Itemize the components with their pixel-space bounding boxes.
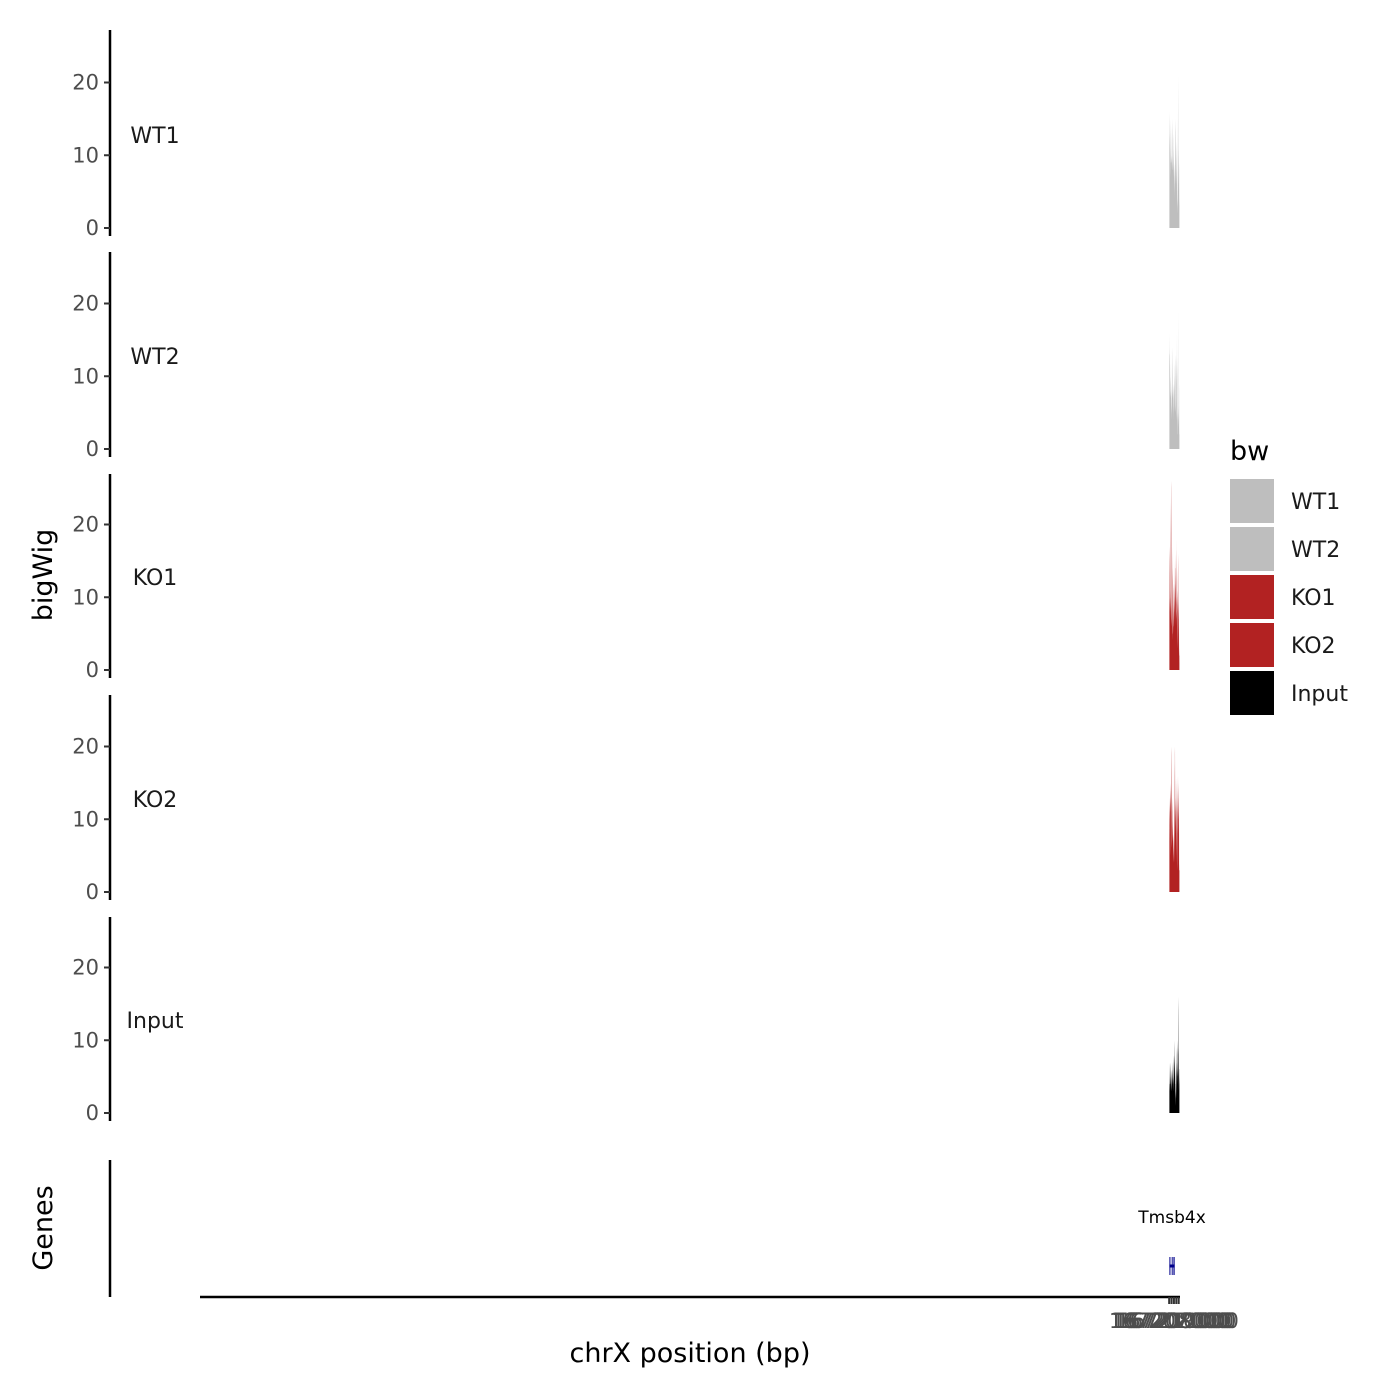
gene-exon bbox=[1169, 1257, 1171, 1275]
y-axis-title: bigWig bbox=[28, 529, 59, 622]
y-tick-label: 20 bbox=[72, 71, 99, 95]
y-tick-label: 20 bbox=[72, 956, 99, 980]
x-tick-label: 167207000 bbox=[1109, 1309, 1229, 1333]
y-tick-label: 10 bbox=[72, 807, 99, 831]
x-tick-label: 167208000 bbox=[1111, 1309, 1231, 1333]
y-tick-label: 20 bbox=[72, 513, 99, 537]
track-label: WT1 bbox=[130, 124, 179, 149]
coverage-area-ko2 bbox=[1169, 746, 1180, 892]
legend-label: WT1 bbox=[1291, 490, 1340, 515]
legend-label: WT2 bbox=[1291, 538, 1340, 563]
track-wt2: 0 10 20 WT2 bbox=[72, 252, 1180, 461]
genes-panel: Tmsb4x bbox=[108, 1160, 1206, 1297]
track-label: Input bbox=[127, 1009, 184, 1034]
legend-key-wt1 bbox=[1230, 479, 1274, 523]
coverage-area-wt1 bbox=[1169, 75, 1180, 228]
gene-tmsb4x: Tmsb4x bbox=[1137, 1208, 1206, 1275]
legend-key-wt2 bbox=[1230, 527, 1274, 571]
y-tick-label: 0 bbox=[86, 658, 99, 682]
track-wt1: 0 10 20 WT1 bbox=[72, 30, 1180, 240]
coverage-area-wt2 bbox=[1169, 310, 1180, 449]
track-label: WT2 bbox=[130, 345, 179, 370]
x-tick-label: 167211000 bbox=[1119, 1309, 1239, 1333]
legend: bw WT1 WT2 KO1 KO2 Input bbox=[1230, 436, 1348, 715]
coverage-area-ko1 bbox=[1169, 480, 1180, 670]
track-label: KO2 bbox=[133, 788, 178, 813]
y-tick-label: 10 bbox=[72, 364, 99, 388]
legend-key-ko1 bbox=[1230, 575, 1274, 619]
legend-key-ko2 bbox=[1230, 623, 1274, 667]
y-tick-label: 0 bbox=[86, 437, 99, 461]
gene-label: Tmsb4x bbox=[1137, 1208, 1205, 1228]
x-tick-label: 167210000 bbox=[1116, 1309, 1236, 1333]
x-axis: 1672070001672080001672090001672100001672… bbox=[200, 1295, 1239, 1333]
genes-panel-title: Genes bbox=[28, 1185, 59, 1270]
y-tick-label: 10 bbox=[72, 585, 99, 609]
y-tick-label: 10 bbox=[72, 143, 99, 167]
y-tick-label: 0 bbox=[86, 1101, 99, 1125]
coverage-tracks: 0 10 20 WT1 0 10 20 WT2 0 10 20 KO1 0 10 20 KO2 0 10 20 Inp… bbox=[72, 30, 1180, 1125]
track-input: 0 10 20 Input bbox=[72, 917, 1180, 1125]
x-axis-title: chrX position (bp) bbox=[569, 1338, 810, 1369]
x-tick-label: 167209000 bbox=[1114, 1309, 1234, 1333]
y-tick-label: 0 bbox=[86, 880, 99, 904]
track-ko2: 0 10 20 KO2 bbox=[72, 695, 1180, 904]
y-tick-label: 20 bbox=[72, 735, 99, 759]
y-tick-label: 20 bbox=[72, 292, 99, 316]
track-label: KO1 bbox=[133, 566, 178, 591]
y-tick-label: 0 bbox=[86, 216, 99, 240]
legend-title: bw bbox=[1230, 436, 1269, 467]
y-tick-label: 10 bbox=[72, 1028, 99, 1052]
legend-label: Input bbox=[1291, 682, 1348, 707]
gene-exon bbox=[1172, 1257, 1174, 1275]
legend-key-input bbox=[1230, 671, 1274, 715]
legend-label: KO2 bbox=[1291, 634, 1336, 659]
legend-label: KO1 bbox=[1291, 586, 1336, 611]
gene-exon bbox=[1173, 1257, 1175, 1275]
track-ko1: 0 10 20 KO1 bbox=[72, 474, 1180, 682]
coverage-area-input bbox=[1169, 996, 1180, 1113]
